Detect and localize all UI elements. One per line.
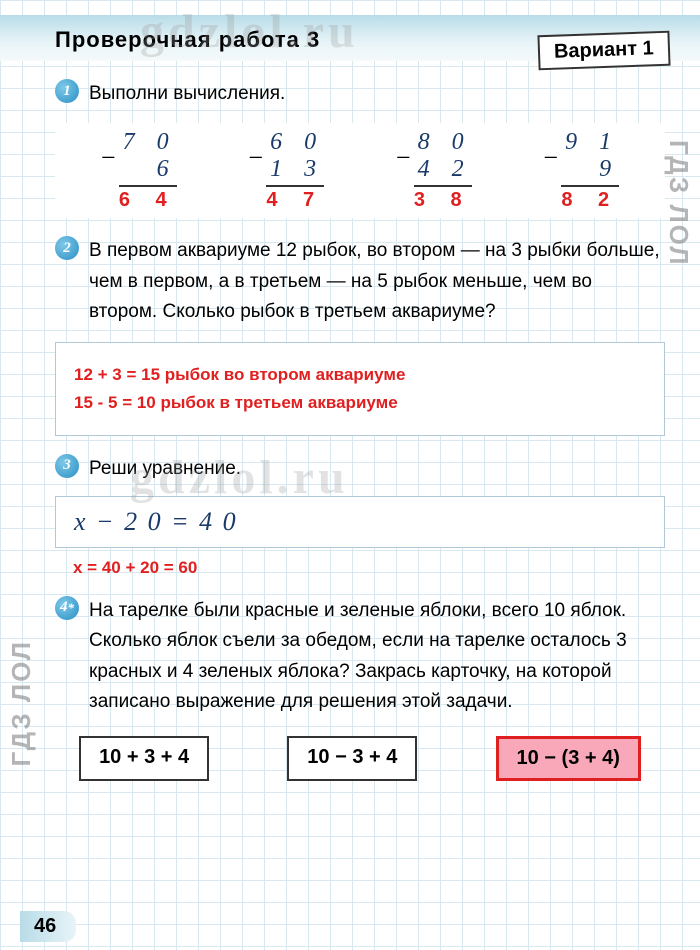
- task-1-text: Выполни вычисления.: [89, 79, 285, 109]
- sub1-ans: 6 4: [119, 189, 177, 212]
- sub2-top: 6 0: [266, 129, 324, 156]
- task-2-text: В первом аквариуме 12 рыбок, во втором —…: [89, 236, 665, 327]
- sub4-top: 9 1: [561, 129, 619, 156]
- task-bullet-4: 4*: [55, 596, 79, 620]
- variant-label: Вариант 1: [538, 31, 671, 71]
- page-number: 46: [20, 911, 76, 942]
- task-bullet-1: 1: [55, 79, 79, 103]
- sub4-bot: 9: [561, 156, 619, 183]
- sub3-top: 8 0: [414, 129, 472, 156]
- task-bullet-2: 2: [55, 236, 79, 260]
- subtraction-1: − 7 0 6 6 4: [101, 129, 177, 212]
- equation-box: x − 2 0 = 4 0: [55, 496, 665, 548]
- task-2-answer-box: 12 + 3 = 15 рыбок во втором аквариуме 15…: [55, 342, 665, 436]
- task-bullet-3: 3: [55, 454, 79, 478]
- expression-card-3[interactable]: 10 − (3 + 4): [496, 736, 641, 781]
- header-banner: Проверочная работа 3 Вариант 1: [0, 15, 700, 61]
- task-4: 4* На тарелке были красные и зеленые ябл…: [55, 596, 665, 781]
- sub2-ans: 4 7: [266, 189, 324, 212]
- task-2-answer-1: 12 + 3 = 15 рыбок во втором аквариуме: [74, 365, 646, 385]
- sub1-bot: 6: [119, 156, 177, 183]
- calc-area: − 7 0 6 6 4 − 6 0 1 3 4 7 − 8 0 4 2 3 8: [55, 123, 665, 218]
- sub3-bot: 4 2: [414, 156, 472, 183]
- task-2-answer-2: 15 - 5 = 10 рыбок в третьем аквариуме: [74, 393, 646, 413]
- expression-card-1[interactable]: 10 + 3 + 4: [79, 736, 209, 781]
- task-3-text: Реши уравнение.: [89, 454, 241, 484]
- task-2: 2 В первом аквариуме 12 рыбок, во втором…: [55, 236, 665, 435]
- task-1: 1 Выполни вычисления. − 7 0 6 6 4 − 6 0 …: [55, 79, 665, 218]
- task-3-answer: x = 40 + 20 = 60: [73, 558, 665, 578]
- sub1-top: 7 0: [119, 129, 177, 156]
- task-4-text: На тарелке были красные и зеленые яблоки…: [89, 596, 665, 718]
- subtraction-4: − 9 1 9 8 2: [543, 129, 619, 212]
- task-3: 3 Реши уравнение. x − 2 0 = 4 0 x = 40 +…: [55, 454, 665, 578]
- sub2-bot: 1 3: [266, 156, 324, 183]
- card-row: 10 + 3 + 4 10 − 3 + 4 10 − (3 + 4): [55, 736, 665, 781]
- sub3-ans: 3 8: [414, 189, 472, 212]
- subtraction-3: − 8 0 4 2 3 8: [396, 129, 472, 212]
- worksheet-page: Проверочная работа 3 Вариант 1 1 Выполни…: [0, 0, 700, 950]
- subtraction-2: − 6 0 1 3 4 7: [248, 129, 324, 212]
- sub4-ans: 8 2: [561, 189, 619, 212]
- expression-card-2[interactable]: 10 − 3 + 4: [287, 736, 417, 781]
